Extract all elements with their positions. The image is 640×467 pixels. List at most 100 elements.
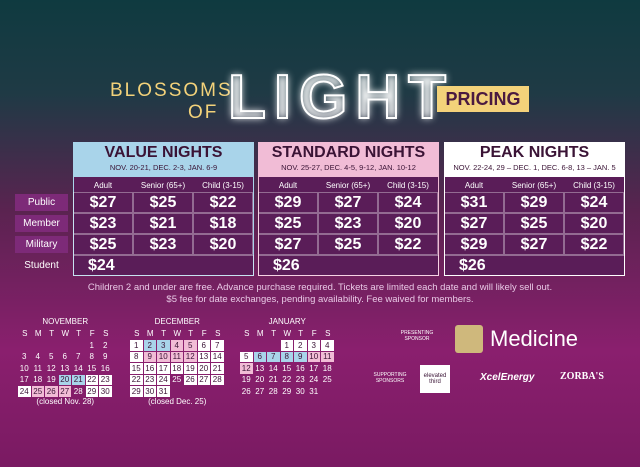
- title-line1: BLOSSOMS: [110, 80, 233, 101]
- calendar-note: (closed Dec. 25): [148, 397, 207, 406]
- price: $31: [444, 192, 504, 213]
- price: $20: [378, 213, 438, 234]
- tier-dates: NOV. 20-21, DEC. 2-3, JAN. 6-9: [109, 163, 218, 172]
- pricing-badge: PRICING: [437, 86, 529, 112]
- weekday: S: [325, 328, 331, 338]
- day: [45, 340, 58, 351]
- day: 30: [99, 386, 112, 397]
- day: [240, 340, 253, 351]
- column-header: Adult: [464, 180, 484, 190]
- day: 19: [184, 363, 197, 374]
- day: 11: [170, 351, 183, 362]
- price: $20: [564, 213, 624, 234]
- row-label: Military: [15, 236, 68, 253]
- day: 3: [157, 340, 170, 351]
- tier-header: [444, 142, 625, 176]
- day: 8: [89, 352, 94, 362]
- price: $29: [258, 192, 318, 213]
- day: 11: [321, 351, 334, 362]
- price: $20: [193, 234, 253, 255]
- price: $22: [193, 192, 253, 213]
- price: $24: [378, 192, 438, 213]
- day: 19: [46, 375, 56, 385]
- day: [32, 340, 45, 351]
- day: [254, 340, 267, 351]
- day: 14: [211, 351, 224, 362]
- price: $24: [564, 192, 624, 213]
- sponsor-label: SUPPORTING SPONSORS: [373, 372, 407, 384]
- price: $21: [133, 213, 193, 234]
- price: $22: [564, 234, 624, 255]
- tier-body: [258, 176, 439, 276]
- price: $25: [504, 213, 564, 234]
- day: [18, 340, 31, 351]
- price: $27: [73, 192, 133, 213]
- day: 16: [143, 363, 156, 374]
- day: 17: [309, 363, 319, 373]
- note: $5 fee for date exchanges, pending avail…: [166, 294, 474, 305]
- day: 30: [143, 386, 156, 397]
- day: 18: [322, 363, 332, 373]
- price: $29: [444, 234, 504, 255]
- tier-body: [444, 176, 625, 276]
- day: [267, 340, 280, 351]
- day: 20: [197, 363, 210, 374]
- column-header: Senior (65+): [140, 180, 186, 190]
- day: 23: [99, 374, 112, 385]
- weekday: W: [173, 328, 182, 338]
- price: $24: [73, 255, 254, 276]
- day: 16: [100, 363, 110, 373]
- weekday: T: [298, 328, 304, 338]
- day: 21: [72, 374, 85, 385]
- weekday: S: [134, 328, 140, 338]
- month-name: NOVEMBER: [42, 317, 89, 326]
- price: $26: [258, 255, 439, 276]
- day: 5: [184, 340, 197, 351]
- title-big: LIGHT: [227, 62, 454, 133]
- day: 9: [103, 352, 108, 362]
- day: 22: [282, 375, 292, 385]
- day: 25: [31, 386, 44, 397]
- tier-header: [73, 142, 254, 176]
- column-header: Child (3-15): [387, 180, 429, 190]
- day: 11: [33, 363, 42, 373]
- day: 14: [268, 363, 278, 373]
- price: $27: [318, 192, 378, 213]
- day: 1: [130, 340, 143, 351]
- tier-name: STANDARD NIGHTS: [271, 144, 426, 161]
- column-header: Child (3-15): [202, 180, 244, 190]
- day: 15: [87, 363, 97, 373]
- day: [198, 386, 211, 397]
- tier-body: [73, 176, 254, 276]
- day: 28: [73, 386, 83, 396]
- weekday: S: [215, 328, 221, 338]
- weekday: T: [161, 328, 167, 338]
- day: 29: [85, 386, 98, 397]
- price: $27: [258, 234, 318, 255]
- day: [211, 386, 224, 397]
- weekday: S: [22, 328, 28, 338]
- weekday: F: [89, 328, 95, 338]
- day: 20: [58, 374, 71, 385]
- day: 22: [130, 374, 143, 385]
- day: 7: [76, 352, 81, 362]
- column-header: Adult: [93, 180, 113, 190]
- day: 25: [172, 375, 182, 385]
- day: 25: [322, 375, 332, 385]
- day: 27: [255, 386, 265, 396]
- day: 1: [280, 340, 293, 351]
- day: [171, 386, 184, 397]
- sponsor-logo: XcelEnergy: [480, 372, 535, 383]
- price: $22: [378, 234, 438, 255]
- day: [321, 386, 334, 397]
- day: 29: [130, 386, 143, 397]
- price: $25: [73, 234, 133, 255]
- day: 8: [130, 351, 143, 362]
- tier-dates: NOV. 22-24, 29 – DEC. 1, DEC. 6-8, 13 – …: [453, 163, 616, 172]
- month-name: JANUARY: [268, 317, 306, 326]
- day: [184, 386, 197, 397]
- day: 15: [130, 363, 143, 374]
- day: 23: [295, 375, 305, 385]
- price: $23: [73, 213, 133, 234]
